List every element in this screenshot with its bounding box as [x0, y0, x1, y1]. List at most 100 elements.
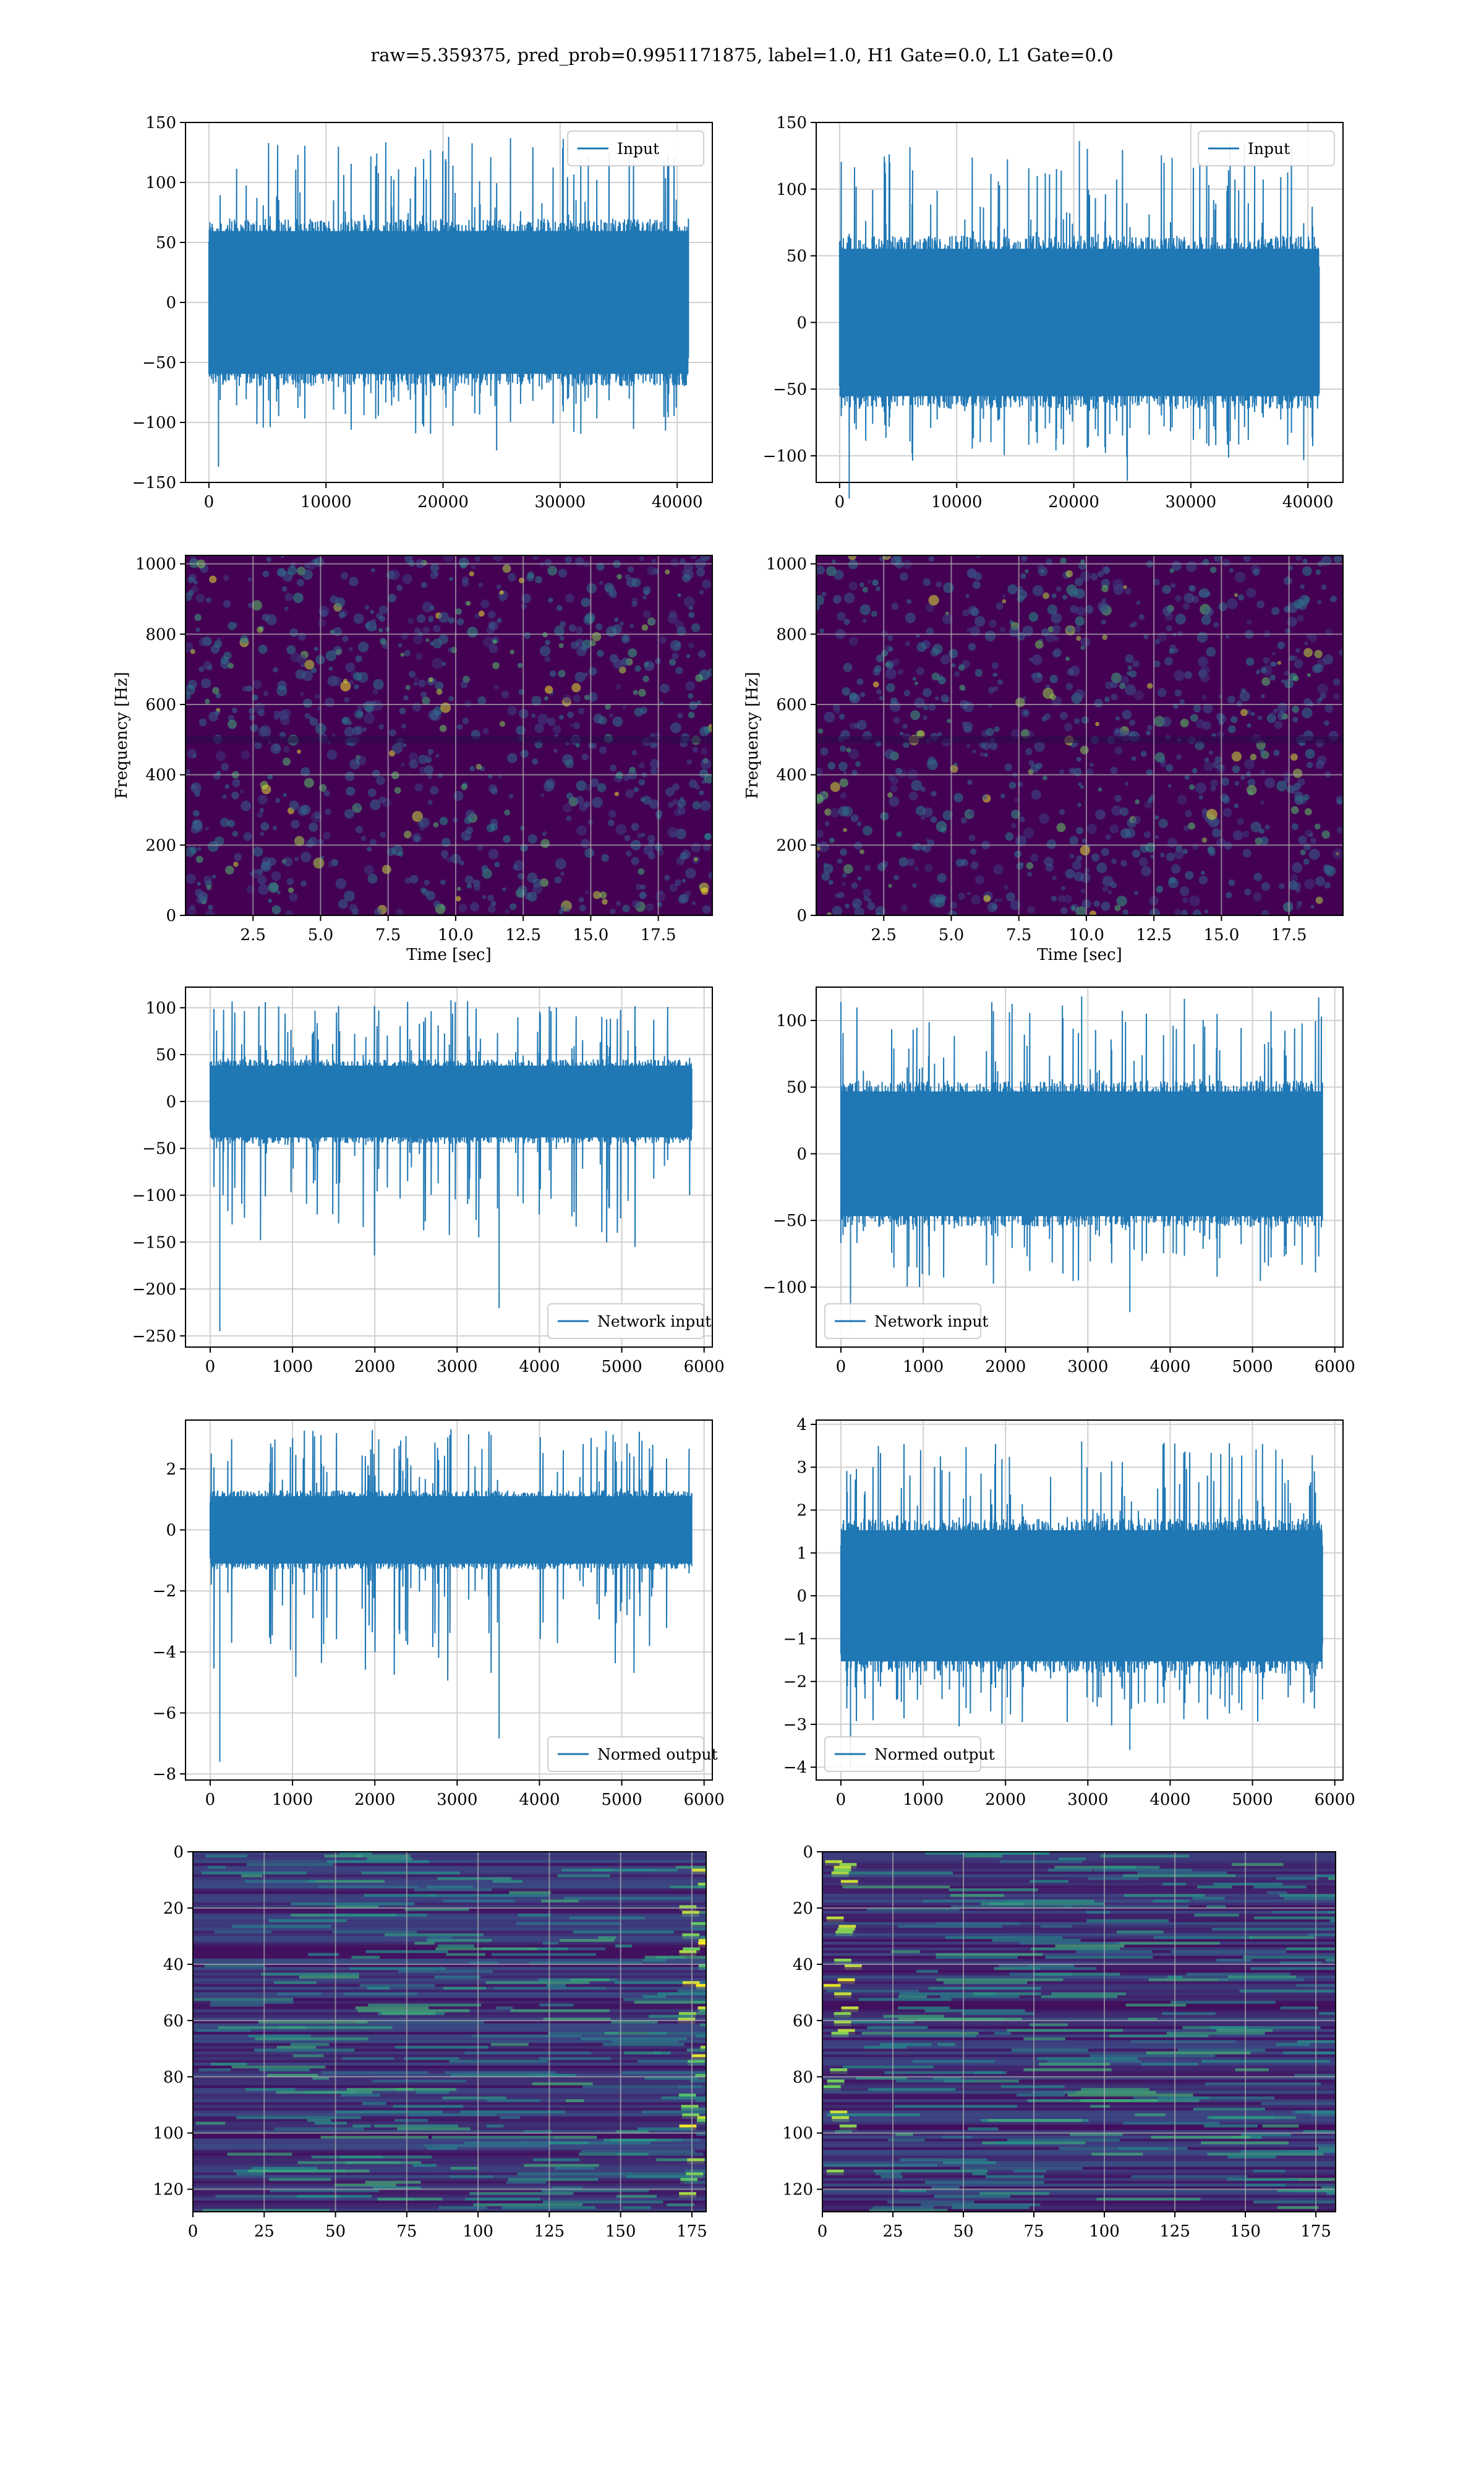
y-tick-label: 0 — [166, 1522, 176, 1540]
figure-title: raw=5.359375, pred_prob=0.9951171875, la… — [370, 45, 1114, 66]
x-axis-label: Time [sec] — [406, 946, 492, 964]
y-tick-label: −2 — [783, 1673, 807, 1692]
x-tick-label: 30000 — [535, 493, 586, 511]
x-tick-label: 15.0 — [1203, 926, 1239, 944]
y-tick-label: 100 — [145, 999, 176, 1017]
spec-left-heatmap — [186, 555, 712, 915]
x-tick-label: 3000 — [437, 1791, 477, 1809]
y-tick-label: 100 — [776, 181, 807, 199]
x-tick-label: 25 — [254, 2222, 275, 2241]
x-tick-label: 1000 — [903, 1791, 944, 1809]
y-tick-label: 100 — [776, 1012, 807, 1030]
x-tick-label: 7.5 — [375, 926, 401, 944]
x-tick-label: 100 — [463, 2222, 493, 2241]
y-tick-label: 0 — [796, 1587, 807, 1606]
x-tick-label: 5000 — [601, 1358, 642, 1376]
x-tick-label: 0 — [817, 2222, 828, 2241]
x-tick-label: 1000 — [903, 1358, 944, 1376]
x-tick-label: 4000 — [1149, 1358, 1190, 1376]
y-tick-label: 0 — [803, 1843, 813, 1862]
y-tick-label: −50 — [773, 380, 807, 399]
features-right-axes: 0 25 50 75 100 125 150 175 0 20 40 60 80 100 120 — [782, 1843, 1336, 2241]
x-tick-label: 2.5 — [871, 926, 897, 944]
legend-label: Network input — [874, 1312, 988, 1330]
y-tick-label: 200 — [776, 836, 807, 855]
spec-right-grid — [816, 555, 1343, 916]
features-right-grid — [822, 1851, 1336, 2212]
x-tick-label: 2000 — [985, 1791, 1026, 1809]
x-tick-label: 0 — [205, 1791, 216, 1809]
x-tick-label: 10000 — [301, 493, 352, 511]
x-tick-label: 7.5 — [1006, 926, 1031, 944]
y-tick-label: 20 — [163, 1899, 184, 1918]
normed-left-legend: Normed output — [547, 1736, 718, 1772]
normed-right-legend: Normed output — [824, 1736, 995, 1772]
y-tick-label: 100 — [145, 174, 176, 192]
x-tick-label: 0 — [835, 493, 845, 511]
x-tick-label: 12.5 — [1136, 926, 1172, 944]
y-tick-label: −150 — [132, 474, 176, 492]
y-tick-label: 100 — [782, 2125, 813, 2143]
y-tick-label: 100 — [153, 2125, 184, 2143]
y-tick-label: 0 — [796, 907, 807, 925]
x-tick-label: 0 — [205, 1358, 216, 1376]
y-tick-label: 150 — [776, 114, 807, 132]
x-tick-label: 4000 — [519, 1358, 560, 1376]
y-tick-label: −50 — [142, 1140, 176, 1158]
x-tick-label: 6000 — [684, 1358, 725, 1376]
y-tick-label: 400 — [776, 766, 807, 785]
y-tick-label: −100 — [132, 414, 176, 432]
x-tick-label: 10000 — [931, 493, 983, 511]
legend-label: Input — [617, 140, 659, 158]
x-tick-label: 6000 — [684, 1791, 725, 1809]
x-tick-label: 125 — [534, 2222, 565, 2241]
x-tick-label: 4000 — [1149, 1791, 1190, 1809]
y-tick-label: 60 — [163, 2012, 184, 2031]
features-left-heatmap — [193, 1852, 706, 2212]
x-tick-label: 5000 — [1232, 1791, 1273, 1809]
y-tick-label: −1 — [783, 1630, 807, 1648]
x-tick-label: 175 — [1300, 2222, 1331, 2241]
y-tick-label: 0 — [796, 1145, 807, 1163]
y-tick-label: −8 — [153, 1765, 176, 1784]
network-left-legend: Network input — [547, 1303, 711, 1339]
normed-right-axes: Normed output 0 1000 2000 3000 4000 5000 6000 −4… — [783, 1416, 1355, 1809]
x-tick-label: 0 — [204, 493, 215, 511]
y-tick-label: −100 — [132, 1186, 176, 1205]
y-tick-label: −4 — [153, 1643, 176, 1662]
x-tick-label: 50 — [325, 2222, 346, 2241]
x-tick-label: 2000 — [354, 1791, 395, 1809]
y-tick-label: 50 — [787, 247, 807, 266]
features-left-axes: 0 25 50 75 100 125 150 175 0 20 40 60 80 100 120 — [153, 1843, 707, 2241]
y-tick-label: −6 — [153, 1704, 176, 1723]
y-tick-label: −2 — [153, 1582, 176, 1601]
x-tick-label: 150 — [605, 2222, 636, 2241]
y-tick-label: 2 — [796, 1502, 807, 1520]
y-tick-label: 1000 — [135, 555, 176, 574]
features-right-heatmap — [822, 1852, 1336, 2212]
y-tick-label: −50 — [142, 354, 176, 372]
x-tick-label: 0 — [836, 1791, 846, 1809]
y-tick-label: −3 — [783, 1716, 807, 1734]
x-tick-label: 30000 — [1166, 493, 1217, 511]
x-tick-label: 175 — [676, 2222, 707, 2241]
x-tick-label: 2000 — [354, 1358, 395, 1376]
y-tick-label: 800 — [145, 625, 176, 644]
y-tick-label: 0 — [166, 294, 176, 312]
y-tick-label: −200 — [132, 1280, 176, 1299]
y-tick-label: 4 — [796, 1416, 807, 1434]
y-tick-label: 800 — [776, 625, 807, 644]
x-tick-label: 0 — [836, 1358, 846, 1376]
y-tick-label: 0 — [173, 1843, 184, 1862]
x-axis-label: Time [sec] — [1037, 946, 1122, 964]
legend-label: Normed output — [597, 1745, 718, 1763]
y-tick-label: −4 — [783, 1758, 807, 1777]
x-tick-label: 5.0 — [308, 926, 333, 944]
y-tick-label: 3 — [796, 1458, 807, 1477]
y-tick-label: 600 — [145, 696, 176, 714]
y-tick-label: 50 — [787, 1079, 807, 1097]
x-tick-label: 10.0 — [1068, 926, 1104, 944]
y-tick-label: 400 — [145, 766, 176, 785]
